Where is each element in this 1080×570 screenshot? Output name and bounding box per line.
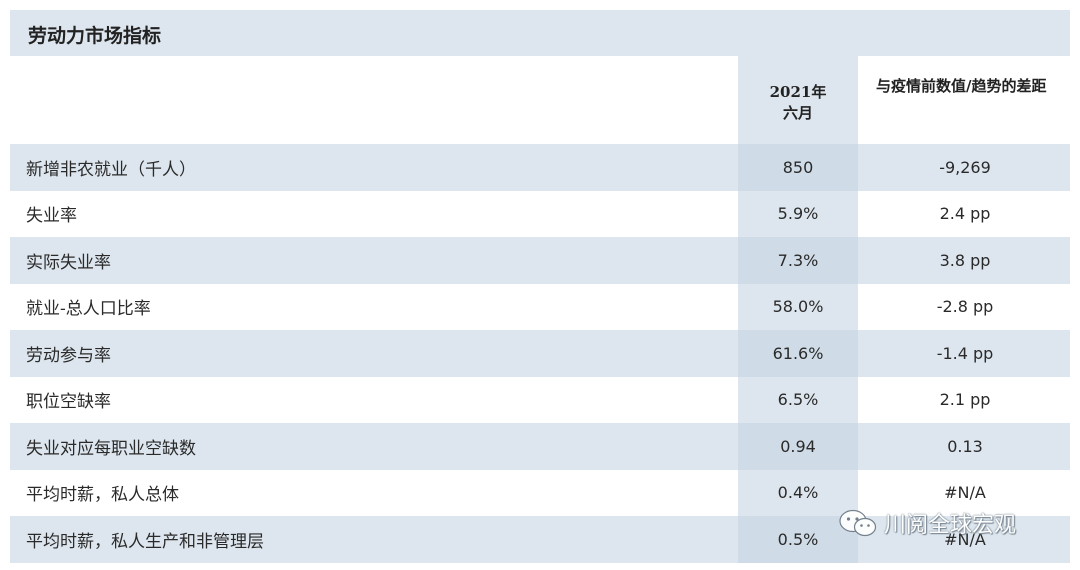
row-gap-vs-precovid: 2.4 pp [939, 204, 991, 224]
watermark-text: 川阅全球宏观 [884, 513, 1017, 538]
row-gap-vs-precovid: -2.8 pp [936, 297, 994, 317]
row-label: 劳动参与率 [26, 345, 111, 366]
row-label: 失业率 [26, 206, 77, 227]
row-label: 职位空缺率 [26, 392, 111, 413]
page-title: 劳动力市场指标 [28, 25, 162, 47]
table-row: 失业对应每职业空缺数 0.94 0.13 [10, 423, 1070, 470]
table-header: 2021年六月 与疫情前数值/趋势的差距 [10, 56, 1070, 144]
row-gap-vs-precovid: #N/A [944, 483, 986, 503]
table-row: 平均时薪，私人生产和非管理层 0.5% #N/A [10, 516, 1070, 563]
row-label: 平均时薪，私人生产和非管理层 [26, 531, 264, 552]
table-body: 新增非农就业（千人） 850 -9,269 失业率 5.9% 2.4 pp 实际失业率 7.3… [10, 144, 1070, 563]
row-value-june-2021: 5.9% [738, 190, 858, 237]
row-value-june-2021: 7.3% [738, 237, 858, 284]
table-row: 就业-总人口比率 58.0% -2.8 pp [10, 283, 1070, 330]
row-value-june-2021: 6.5% [738, 376, 858, 423]
row-value-june-2021: 0.94 [738, 423, 858, 470]
header-col2-label: 与疫情前数值/趋势的差距 [876, 77, 1047, 95]
row-value-june-2021: 61.6% [738, 330, 858, 377]
row-gap-vs-precovid: 3.8 pp [939, 250, 991, 270]
row-gap-vs-precovid: #N/A [944, 529, 986, 549]
row-gap-vs-precovid: -9,269 [939, 157, 991, 177]
row-label: 平均时薪，私人总体 [26, 485, 179, 506]
table-row: 新增非农就业（千人） 850 -9,269 [10, 144, 1070, 191]
table-row: 实际失业率 7.3% 3.8 pp [10, 237, 1070, 284]
row-value-june-2021: 850 [738, 144, 858, 191]
title-bar: 劳动力市场指标 [10, 10, 1070, 56]
row-gap-vs-precovid: 2.1 pp [939, 390, 991, 410]
header-col-june-2021: 2021年六月 [738, 56, 858, 144]
watermark: 川阅全球宏观 [838, 506, 1016, 540]
row-label: 新增非农就业（千人） [26, 159, 196, 180]
row-label: 实际失业率 [26, 252, 111, 273]
table-row: 职位空缺率 6.5% 2.1 pp [10, 376, 1070, 423]
header-col1-label: 2021年六月 [769, 83, 827, 122]
row-label: 失业对应每职业空缺数 [26, 438, 196, 459]
row-gap-vs-precovid: 0.13 [947, 436, 983, 456]
row-value-june-2021: 0.5% [738, 516, 858, 563]
wechat-icon [839, 509, 877, 537]
indicator-table: 2021年六月 与疫情前数值/趋势的差距 新增非农就业（千人） 850 -9,269… [10, 56, 1070, 563]
row-label: 就业-总人口比率 [26, 299, 151, 320]
table-row: 平均时薪，私人总体 0.4% #N/A [10, 469, 1070, 516]
table-row: 劳动参与率 61.6% -1.4 pp [10, 330, 1070, 377]
table-row: 失业率 5.9% 2.4 pp [10, 190, 1070, 237]
row-value-june-2021: 0.4% [738, 469, 858, 516]
row-gap-vs-precovid: -1.4 pp [936, 343, 994, 363]
row-value-june-2021: 58.0% [738, 283, 858, 330]
